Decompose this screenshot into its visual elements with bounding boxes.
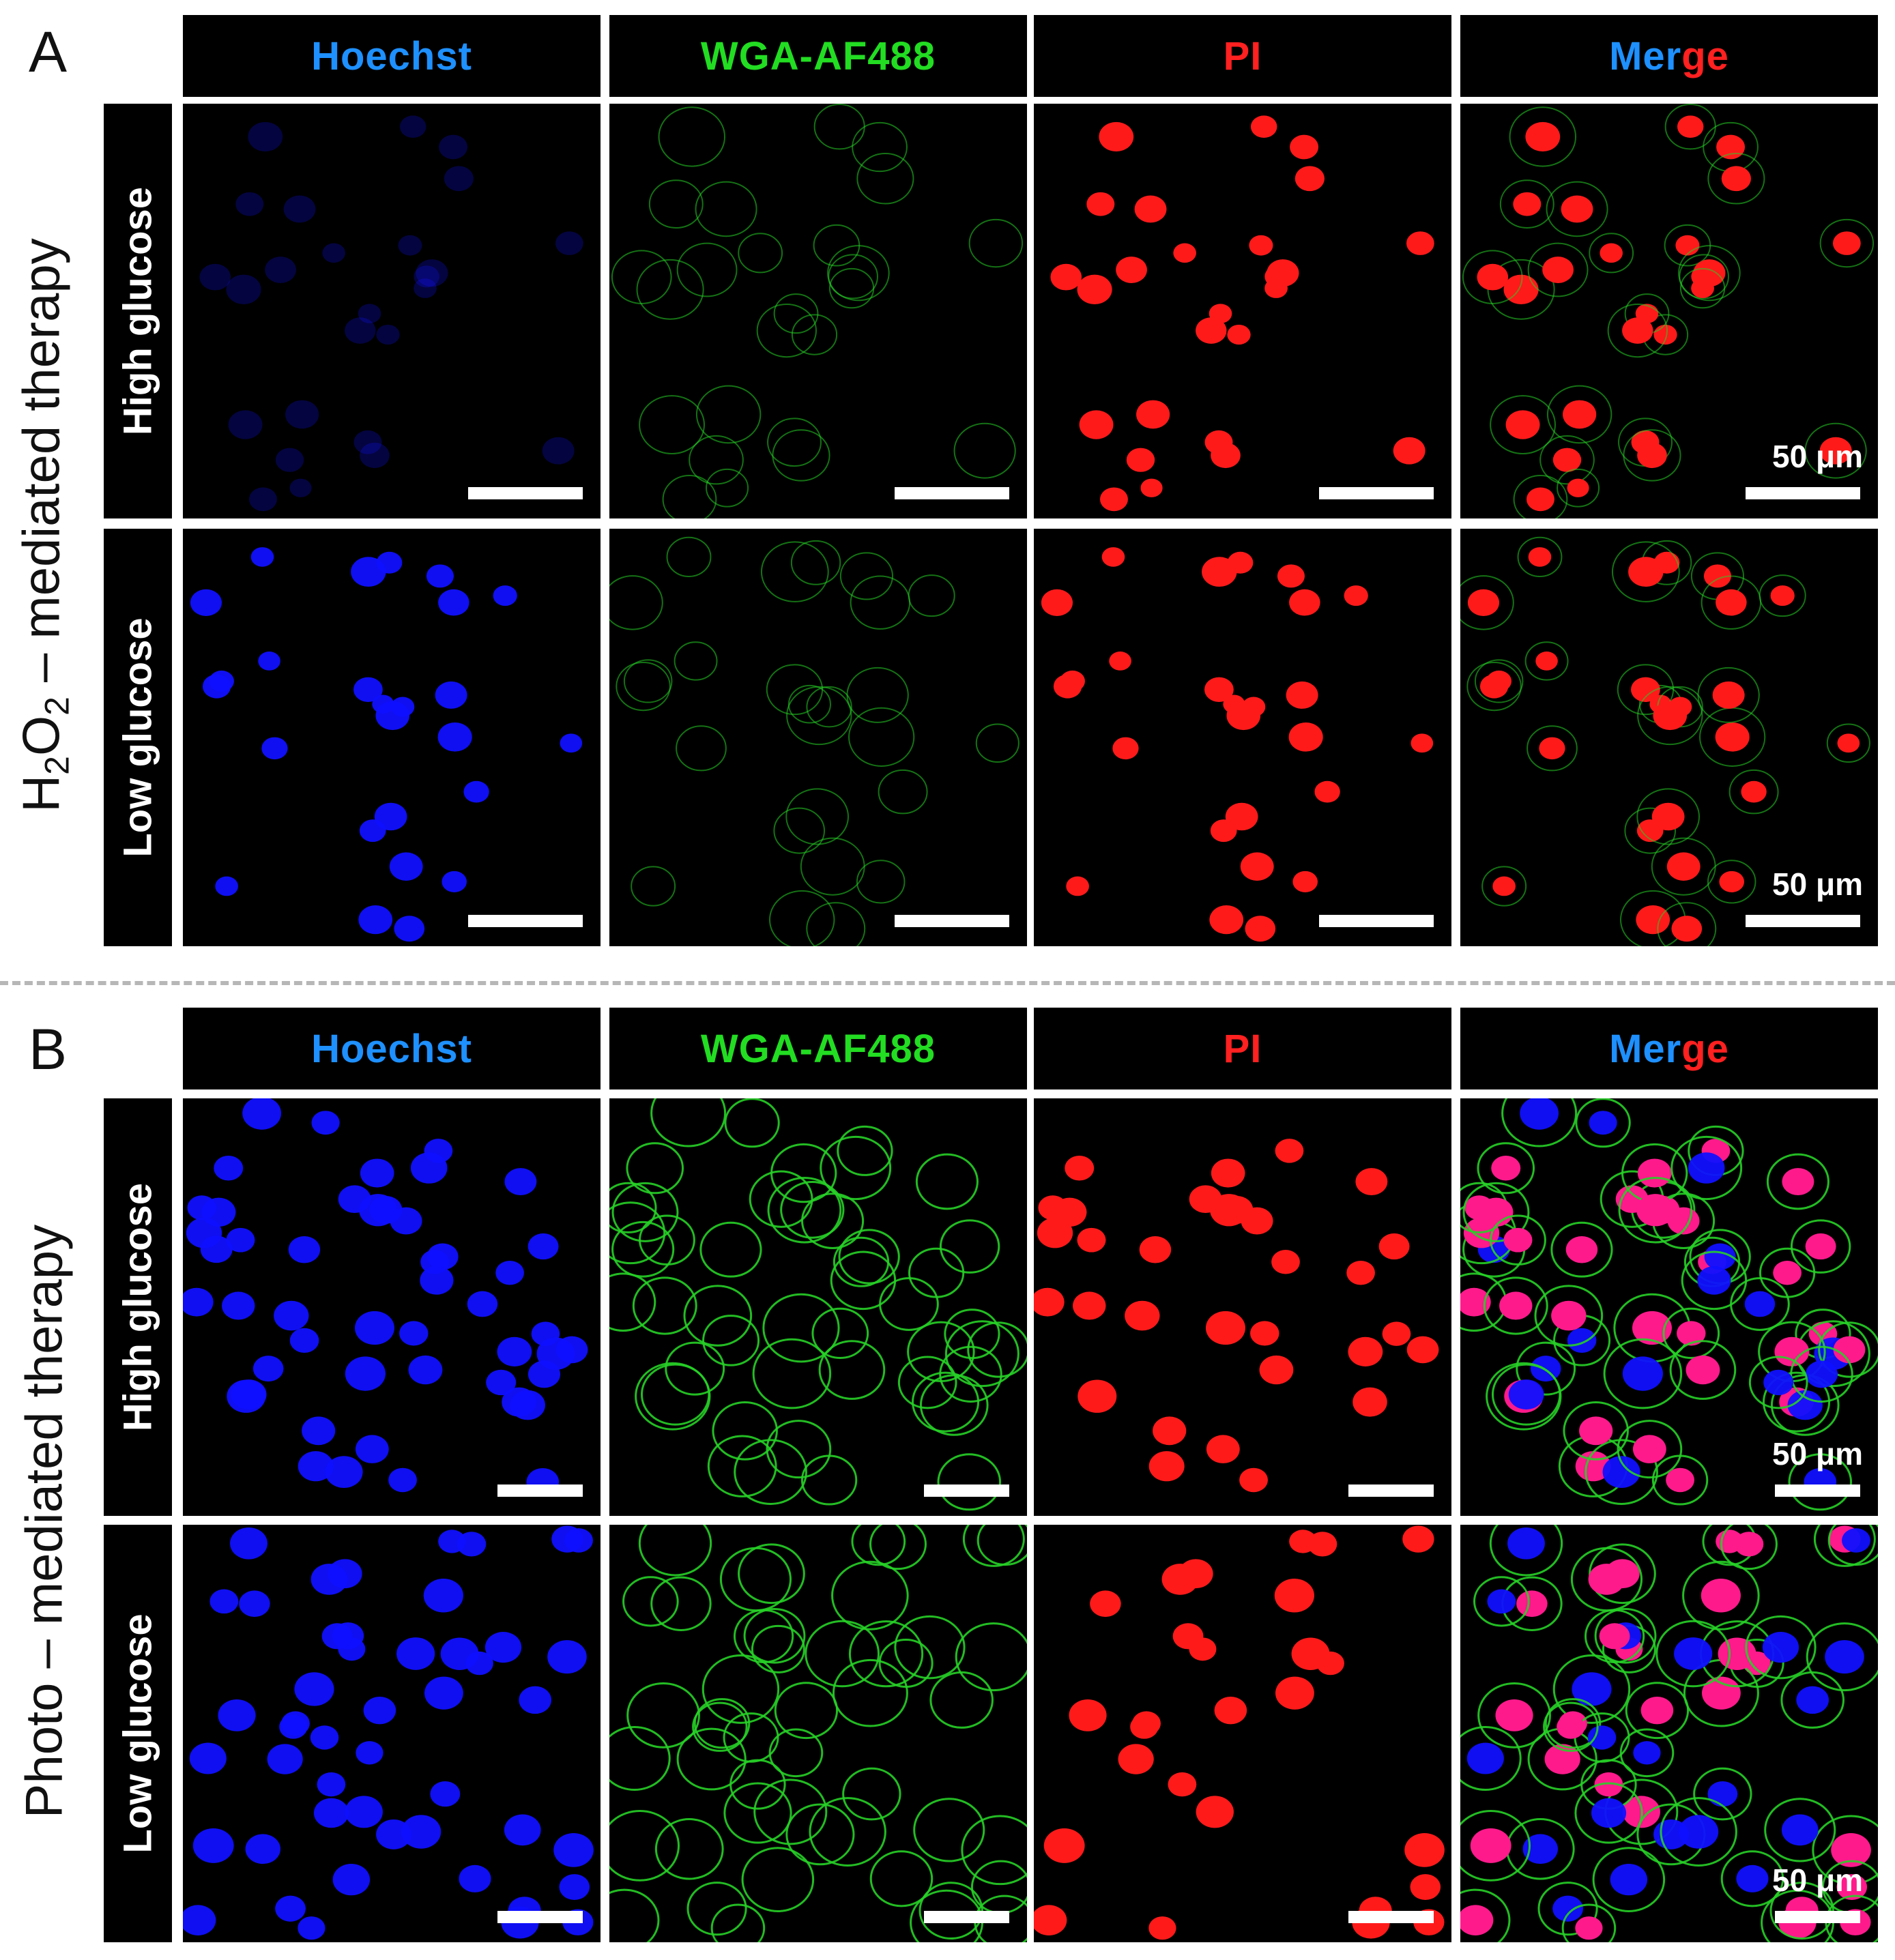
side-label-h2o2: H2O2 – mediated therapy xyxy=(7,102,82,948)
image-content xyxy=(1460,536,1870,946)
row-label-a-high-glucose: High glucose xyxy=(104,104,172,518)
image-a-low-glucose-pi xyxy=(1034,529,1451,946)
image-content xyxy=(1050,115,1434,512)
scale-bar xyxy=(497,1484,583,1497)
scale-bar xyxy=(1775,1484,1860,1497)
row-label-b-low-glucose: Low glucose xyxy=(104,1525,172,1942)
image-b-low-glucose-pi xyxy=(1034,1525,1451,1942)
scale-bar xyxy=(468,487,583,499)
scale-bar-label: 50 μm xyxy=(1772,439,1863,474)
column-header-hoechst-b: Hoechst xyxy=(183,1008,601,1089)
image-content xyxy=(611,104,1024,518)
scale-bar xyxy=(1775,1911,1860,1923)
scale-bar xyxy=(924,1484,1009,1497)
image-b-high-glucose-merge: 50 μm xyxy=(1460,1098,1878,1516)
image-a-low-glucose-merge: 50 μm xyxy=(1460,529,1878,946)
scale-bar-label: 50 μm xyxy=(1772,866,1863,902)
scale-bar xyxy=(1746,487,1860,499)
image-a-low-glucose-hoechst xyxy=(183,529,601,946)
scale-bar xyxy=(1348,1911,1434,1923)
panel-divider xyxy=(0,981,1895,985)
image-a-high-glucose-hoechst xyxy=(183,104,601,518)
scale-bar xyxy=(1319,487,1434,499)
image-content xyxy=(183,1098,588,1496)
column-header-pi-b: PI xyxy=(1034,1008,1451,1089)
column-header-hoechst: Hoechst xyxy=(183,15,601,97)
scale-bar xyxy=(1746,915,1860,927)
scale-bar xyxy=(1348,1484,1434,1497)
image-content xyxy=(609,1098,1027,1511)
image-content xyxy=(609,1525,1027,1942)
image-b-high-glucose-hoechst xyxy=(183,1098,601,1516)
image-a-high-glucose-wga xyxy=(609,104,1027,518)
column-header-merge-b: Mer ge xyxy=(1460,1008,1878,1089)
image-b-high-glucose-wga xyxy=(609,1098,1027,1516)
image-b-low-glucose-wga xyxy=(609,1525,1027,1942)
scale-bar xyxy=(497,1911,583,1923)
image-content xyxy=(183,1525,594,1940)
image-content xyxy=(609,536,1019,946)
scale-bar xyxy=(468,915,583,927)
side-label-photo-text: Photo – mediated therapy xyxy=(15,1224,74,1819)
image-content xyxy=(1460,1525,1878,1942)
image-content xyxy=(1462,104,1875,518)
image-content xyxy=(199,115,583,512)
row-label-a-low-glucose: Low glucose xyxy=(104,529,172,946)
row-label-b-high-glucose: High glucose xyxy=(104,1098,172,1516)
column-header-pi: PI xyxy=(1034,15,1451,97)
image-b-low-glucose-hoechst xyxy=(183,1525,601,1942)
column-header-wga-b: WGA-AF488 xyxy=(609,1008,1027,1089)
side-label-photo: Photo – mediated therapy xyxy=(7,1098,82,1944)
scale-bar xyxy=(895,487,1009,499)
image-a-low-glucose-wga xyxy=(609,529,1027,946)
image-b-high-glucose-pi xyxy=(1034,1098,1451,1516)
image-content xyxy=(1041,547,1434,942)
panel-letter-b: B xyxy=(29,1017,68,1081)
image-a-high-glucose-pi xyxy=(1034,104,1451,518)
side-label-h2o2-text: H2O2 – mediated therapy xyxy=(12,238,76,813)
image-content xyxy=(1034,1139,1439,1493)
image-content xyxy=(1460,1098,1878,1511)
scale-bar xyxy=(895,915,1009,927)
image-b-low-glucose-merge: 50 μm xyxy=(1460,1525,1878,1942)
scale-bar-label: 50 μm xyxy=(1772,1862,1863,1898)
scale-bar-label: 50 μm xyxy=(1772,1436,1863,1472)
image-content xyxy=(1034,1525,1445,1940)
panel-letter-a: A xyxy=(29,20,68,84)
scale-bar xyxy=(1319,915,1434,927)
scale-bar xyxy=(924,1911,1009,1923)
column-header-merge: Mer ge xyxy=(1460,15,1878,97)
column-header-wga: WGA-AF488 xyxy=(609,15,1027,97)
image-a-high-glucose-merge: 50 μm xyxy=(1460,104,1878,518)
image-content xyxy=(190,547,583,942)
